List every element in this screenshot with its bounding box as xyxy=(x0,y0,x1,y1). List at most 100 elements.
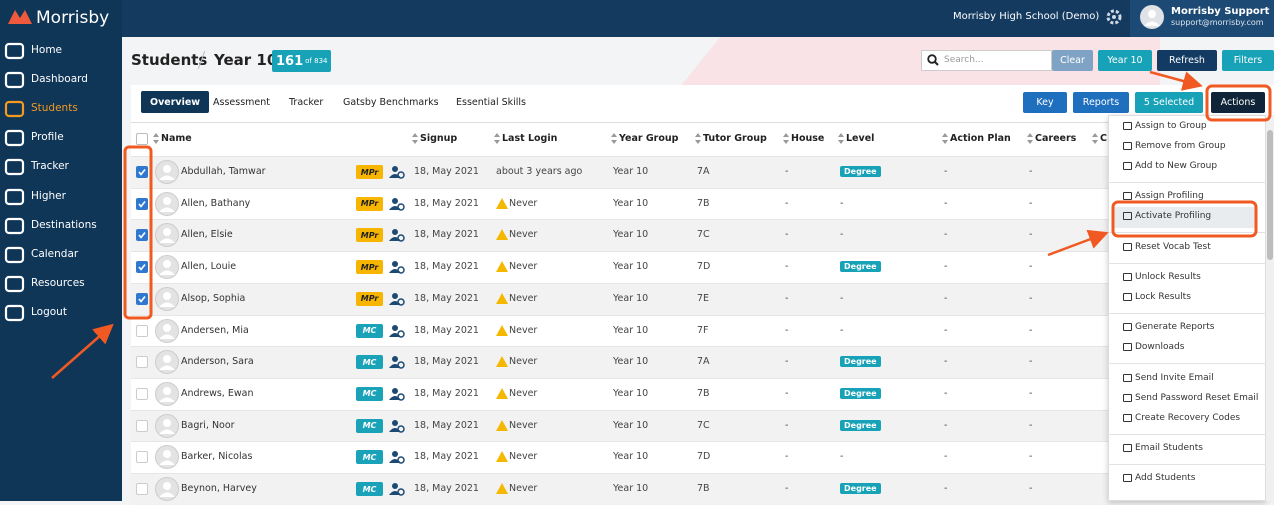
row xyxy=(131,251,1274,284)
row-checkbox[interactable] xyxy=(136,387,148,400)
toolbar-button[interactable]: 5 Selected xyxy=(1135,92,1203,113)
nav-item[interactable]: Logout xyxy=(31,305,67,318)
nav-item[interactable]: Tracker xyxy=(31,160,69,173)
menu-item[interactable]: Generate Reports xyxy=(1135,322,1215,333)
cell: - xyxy=(785,197,789,209)
header-button[interactable]: Year 10 xyxy=(1098,50,1152,71)
cell: - xyxy=(944,419,948,431)
row-checkbox[interactable] xyxy=(136,419,148,432)
menu-item[interactable]: Send Invite Email xyxy=(1135,372,1214,383)
cell: Year 10 xyxy=(613,292,649,304)
student-name[interactable]: Allen, Louie xyxy=(181,261,237,273)
avatar xyxy=(155,255,179,282)
nav-item[interactable]: Higher xyxy=(31,189,66,202)
column-header[interactable]: Name xyxy=(161,133,192,144)
row-checkbox[interactable] xyxy=(136,483,148,495)
menu-item[interactable]: Remove from Group xyxy=(1135,141,1226,151)
header-button[interactable]: Filters xyxy=(1222,50,1274,71)
row-checkbox[interactable] xyxy=(136,261,148,274)
row-checkbox[interactable] xyxy=(136,451,148,464)
menu-item[interactable]: Activate Profiling xyxy=(1135,211,1212,222)
row-checkbox[interactable] xyxy=(136,356,148,369)
menu-item[interactable]: Assign to Group xyxy=(1135,121,1207,131)
avatar xyxy=(155,350,179,377)
column-header[interactable]: House xyxy=(791,133,825,144)
menu-item[interactable]: Send Password Reset Email xyxy=(1135,392,1259,403)
menu-item[interactable]: Assign Profiling xyxy=(1135,191,1204,202)
tab[interactable]: Gatsby Benchmarks xyxy=(343,96,439,108)
cell: - xyxy=(944,292,948,304)
user-icon xyxy=(389,197,405,214)
column-header[interactable]: Action Plan xyxy=(950,133,1011,144)
menu-item[interactable]: Unlock Results xyxy=(1135,271,1201,282)
tab[interactable]: Tracker xyxy=(289,96,324,108)
nav-item[interactable]: Destinations xyxy=(31,218,97,231)
nav-item[interactable]: Home xyxy=(31,44,63,56)
cell: 7C xyxy=(697,419,710,431)
toolbar-button[interactable]: Reports xyxy=(1073,92,1129,113)
toolbar-button[interactable]: Key xyxy=(1023,92,1067,113)
warning-icon xyxy=(496,197,508,212)
cell: - xyxy=(1029,261,1033,273)
student-name[interactable]: Anderson, Sara xyxy=(181,356,254,368)
cell: about 3 years ago xyxy=(496,166,583,177)
menu-item[interactable]: Reset Vocab Test xyxy=(1135,241,1211,252)
table-header-line xyxy=(131,122,1274,123)
avatar xyxy=(155,477,179,504)
column-header[interactable]: Tutor Group xyxy=(703,133,767,144)
student-name[interactable]: Alsop, Sophia xyxy=(181,292,246,304)
menu-icon xyxy=(1123,323,1132,332)
student-name[interactable]: Allen, Elsie xyxy=(181,229,233,241)
row-checkbox[interactable] xyxy=(136,292,148,305)
header-decoration xyxy=(680,37,1160,87)
column-header[interactable]: Level xyxy=(846,133,875,144)
row-checkbox[interactable] xyxy=(136,324,148,337)
menu-item[interactable]: Email Students xyxy=(1135,442,1203,453)
search-box[interactable] xyxy=(921,50,1052,71)
student-name[interactable]: Andersen, Mia xyxy=(181,324,249,336)
row-checkbox[interactable] xyxy=(136,229,148,242)
header-checkbox[interactable] xyxy=(136,133,148,145)
row-checkbox[interactable] xyxy=(136,166,148,178)
school-selector[interactable]: Morrisby High School (Demo) xyxy=(953,11,1100,22)
nav-item[interactable]: Calendar xyxy=(31,247,79,260)
nav-item[interactable]: Dashboard xyxy=(31,73,88,86)
column-header[interactable]: C xyxy=(1100,133,1107,144)
tab[interactable]: Overview xyxy=(141,91,210,113)
student-name[interactable]: Barker, Nicolas xyxy=(181,451,253,463)
toolbar-button[interactable]: Actions xyxy=(1211,92,1265,113)
cell: Year 10 xyxy=(613,197,649,209)
tab[interactable]: Assessment xyxy=(213,96,270,108)
profile-badge: MC xyxy=(356,386,383,401)
profile-badge: MPr xyxy=(356,291,383,306)
student-name[interactable]: Beynon, Harvey xyxy=(181,483,257,494)
student-name[interactable]: Andrews, Ewan xyxy=(181,387,254,399)
nav-item[interactable]: Students xyxy=(31,102,78,115)
student-name[interactable]: Allen, Bathany xyxy=(181,197,251,209)
count: 161 xyxy=(276,53,304,69)
column-header[interactable]: Last Login xyxy=(502,133,558,144)
column-header[interactable]: Careers xyxy=(1035,133,1077,144)
cell: - xyxy=(785,356,789,368)
cell: - xyxy=(785,261,789,273)
menu-item[interactable]: Lock Results xyxy=(1135,291,1191,302)
nav-item[interactable]: Profile xyxy=(31,131,64,144)
menu-icon xyxy=(1123,192,1132,201)
row xyxy=(131,441,1274,474)
menu-item[interactable]: Create Recovery Codes xyxy=(1135,412,1241,423)
tab[interactable]: Essential Skills xyxy=(456,96,527,108)
menu-item[interactable]: Downloads xyxy=(1135,342,1185,353)
header-button[interactable]: Clear xyxy=(1052,50,1093,71)
row xyxy=(131,346,1274,379)
cell: 7C xyxy=(697,229,710,241)
row-checkbox[interactable] xyxy=(136,197,148,210)
student-name[interactable]: Abdullah, Tamwar xyxy=(181,166,266,177)
menu-item[interactable]: Add to New Group xyxy=(1135,161,1218,171)
column-header[interactable]: Signup xyxy=(420,133,458,144)
menu-item[interactable]: Add Students xyxy=(1135,473,1196,484)
student-name[interactable]: Bagri, Noor xyxy=(181,419,235,431)
column-header[interactable]: Year Group xyxy=(619,133,679,144)
nav-item[interactable]: Resources xyxy=(31,276,85,289)
header-button[interactable]: Refresh xyxy=(1157,50,1217,71)
search-placeholder: Search... xyxy=(944,55,984,65)
